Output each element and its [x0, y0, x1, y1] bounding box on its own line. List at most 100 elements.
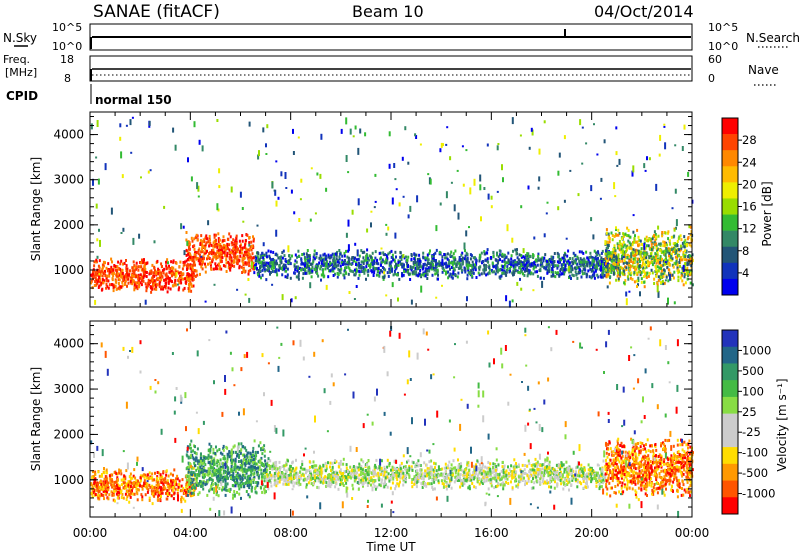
echo-cell [145, 289, 148, 293]
echo-cell [522, 248, 525, 254]
echo-cell [552, 272, 554, 276]
echo-cell [217, 232, 220, 236]
echo-cell [494, 264, 497, 268]
echo-cell [466, 296, 468, 302]
echo-cell [258, 274, 261, 278]
echo-cell [325, 262, 328, 266]
echo-cell [262, 264, 265, 268]
echo-cell [681, 266, 684, 270]
echo-cell [185, 259, 188, 263]
echo-cell [303, 252, 305, 256]
echo-cell [627, 271, 630, 275]
echo-cell [90, 123, 93, 130]
echo-cell [605, 231, 608, 235]
echo-cell [215, 493, 218, 497]
echo-cell [593, 123, 595, 126]
echo-cell [294, 296, 297, 300]
echo-cell [452, 260, 455, 264]
echo-cell [473, 266, 476, 270]
echo-cell [297, 265, 300, 269]
echo-cell [668, 239, 671, 243]
echo-cell [119, 123, 122, 128]
echo-cell [201, 467, 204, 471]
echo-cell [683, 240, 686, 244]
echo-cell [533, 261, 536, 265]
echo-cell [168, 491, 171, 495]
echo-cell [602, 258, 605, 261]
echo-cell [120, 496, 123, 499]
echo-cell [106, 490, 108, 494]
echo-cell [115, 489, 118, 493]
echo-cell [670, 254, 673, 259]
echo-cell [180, 500, 183, 504]
echo-cell [172, 497, 175, 501]
echo-cell [171, 272, 173, 276]
echo-cell [395, 264, 398, 268]
echo-cell [261, 251, 264, 255]
echo-cell [628, 246, 631, 250]
echo-cell [662, 250, 665, 254]
echo-cell [230, 465, 233, 468]
echo-cell [605, 228, 608, 232]
echo-cell [377, 269, 380, 273]
echo-cell [632, 266, 635, 269]
echo-cell [217, 483, 220, 487]
echo-cell [628, 241, 631, 245]
echo-cell [423, 262, 426, 266]
echo-cell [268, 264, 271, 268]
echo-cell [483, 265, 486, 269]
echo-cell [190, 473, 193, 477]
echo-cell [146, 490, 149, 494]
echo-cell [625, 291, 628, 297]
echo-cell [114, 279, 117, 283]
echo-cell [479, 174, 482, 182]
echo-cell [103, 470, 106, 474]
echo-cell [177, 288, 180, 292]
echo-cell [463, 242, 466, 250]
echo-cell [338, 249, 341, 252]
echo-cell [665, 262, 668, 265]
echo-cell [424, 274, 427, 278]
echo-cell [232, 238, 235, 242]
echo-cell [407, 272, 410, 276]
echo-cell [543, 120, 546, 124]
echo-cell [191, 483, 194, 487]
echo-cell [180, 223, 183, 230]
echo-cell [198, 247, 201, 251]
echo-cell [682, 250, 685, 254]
echo-cell [158, 471, 161, 475]
echo-cell [655, 253, 658, 257]
echo-cell [187, 157, 189, 163]
echo-cell [219, 248, 222, 252]
echo-cell [585, 250, 588, 254]
echo-cell [144, 481, 147, 485]
echo-cell [148, 499, 151, 502]
echo-cell [290, 298, 293, 303]
echo-cell [446, 252, 449, 256]
echo-cell [456, 169, 459, 172]
echo-cell [448, 274, 451, 278]
echo-cell [503, 263, 506, 267]
echo-cell [274, 189, 277, 196]
echo-cell [171, 481, 174, 485]
echo-cell [218, 238, 221, 242]
echo-cell [616, 164, 619, 167]
echo-cell [499, 268, 502, 272]
echo-cell [373, 206, 376, 209]
echo-cell [471, 271, 474, 275]
echo-cell [613, 267, 616, 271]
echo-cell [208, 234, 211, 238]
echo-cell [640, 257, 643, 261]
echo-cell [147, 170, 150, 174]
echo-cell [358, 273, 361, 277]
echo-cell [638, 238, 641, 242]
echo-cell [157, 277, 160, 281]
echo-cell [148, 483, 151, 487]
echo-cell [386, 254, 388, 258]
echo-cell [280, 260, 283, 264]
echo-cell [190, 450, 193, 454]
echo-cell [145, 275, 148, 278]
echo-cell [657, 290, 660, 298]
echo-cell [255, 262, 258, 266]
echo-cell [627, 234, 630, 238]
